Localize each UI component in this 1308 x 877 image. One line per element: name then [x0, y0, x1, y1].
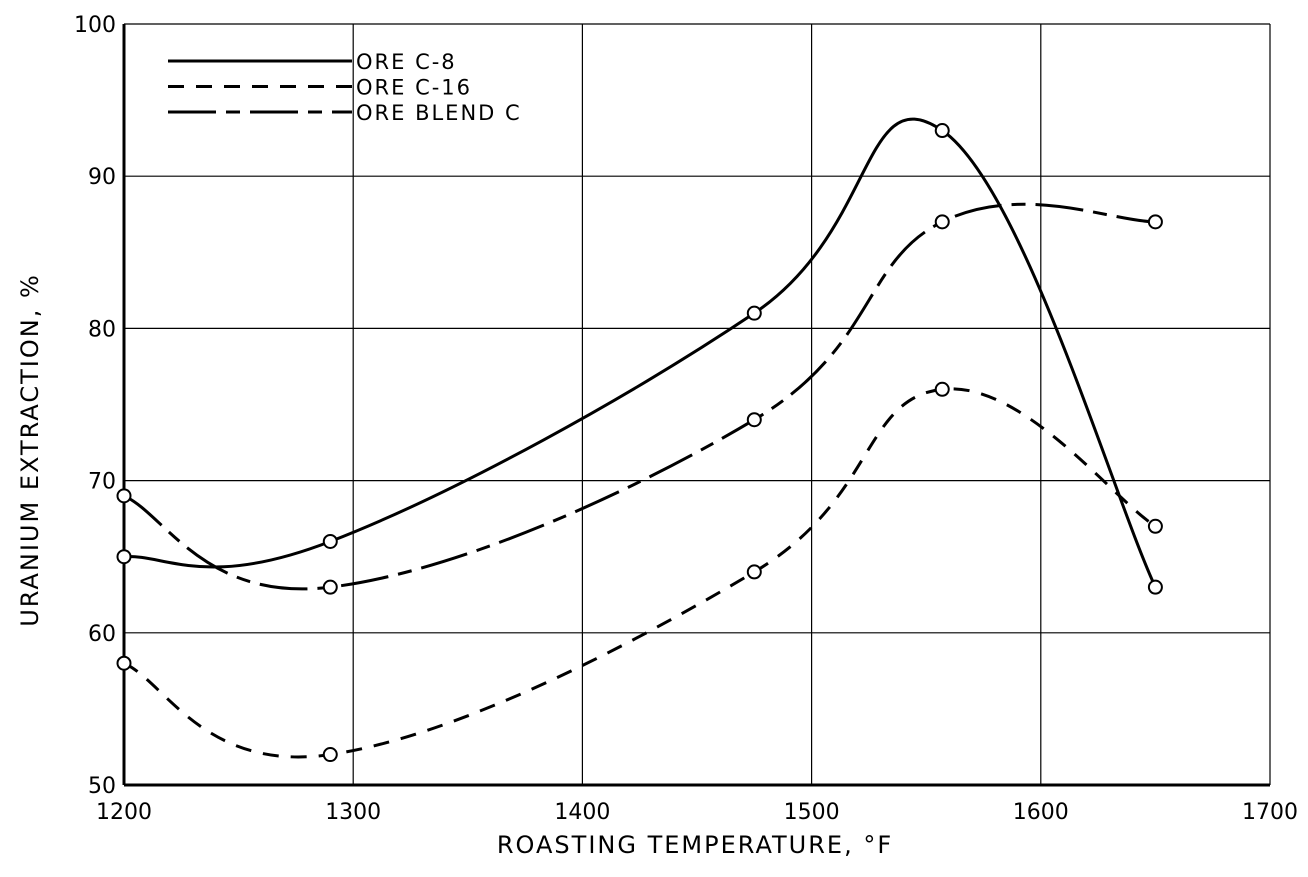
y-tick-label: 90	[88, 165, 116, 190]
x-tick-label: 1700	[1242, 800, 1298, 825]
data-point-ore-c-16	[1147, 518, 1163, 534]
x-tick-label: 1400	[554, 800, 610, 825]
tick-labels: 1200 1300 1400 1500 1600 1700 50 60 70 80 90 100	[74, 13, 1298, 825]
x-axis-label: ROASTING TEMPERATURE, °F	[497, 831, 893, 859]
y-tick-label: 50	[88, 774, 116, 799]
data-point-ore-blend-c	[116, 488, 132, 504]
y-tick-label: 60	[88, 622, 116, 647]
legend-label-ore-blend-c: ORE BLEND C	[356, 101, 522, 125]
legend-label-ore-c-8: ORE C-8	[356, 50, 457, 74]
data-point-ore-c-8	[1147, 579, 1163, 595]
data-point-ore-c-16	[934, 381, 950, 397]
data-point-ore-c-16	[116, 655, 132, 671]
data-point-ore-c-8	[746, 305, 762, 321]
x-tick-label: 1600	[1013, 800, 1069, 825]
axes	[122, 24, 1270, 787]
series-line-ore-c-8	[123, 117, 1157, 588]
series-line-ore-blend-c	[123, 202, 1156, 591]
data-point-ore-c-16	[322, 747, 338, 763]
data-point-ore-c-16	[746, 564, 762, 580]
data-point-ore-c-8	[934, 123, 950, 139]
legend-label-ore-c-16: ORE C-16	[356, 76, 472, 100]
y-tick-label: 70	[88, 470, 116, 495]
data-point-ore-c-8	[116, 549, 132, 565]
x-tick-label: 1200	[96, 800, 152, 825]
x-tick-label: 1300	[325, 800, 381, 825]
data-point-ore-blend-c	[934, 214, 950, 230]
x-tick-label: 1500	[784, 800, 840, 825]
data-point-ore-c-8	[322, 533, 338, 549]
y-tick-label: 100	[74, 13, 116, 38]
y-tick-label: 80	[88, 317, 116, 342]
data-points	[116, 123, 1163, 763]
series-line-ore-c-16	[123, 387, 1157, 759]
grid	[123, 23, 1271, 786]
data-point-ore-blend-c	[746, 412, 762, 428]
series-lines	[123, 117, 1157, 759]
y-axis-label: URANIUM EXTRACTION, %	[16, 273, 44, 627]
data-point-ore-blend-c	[322, 579, 338, 595]
data-point-ore-blend-c	[1147, 214, 1163, 230]
